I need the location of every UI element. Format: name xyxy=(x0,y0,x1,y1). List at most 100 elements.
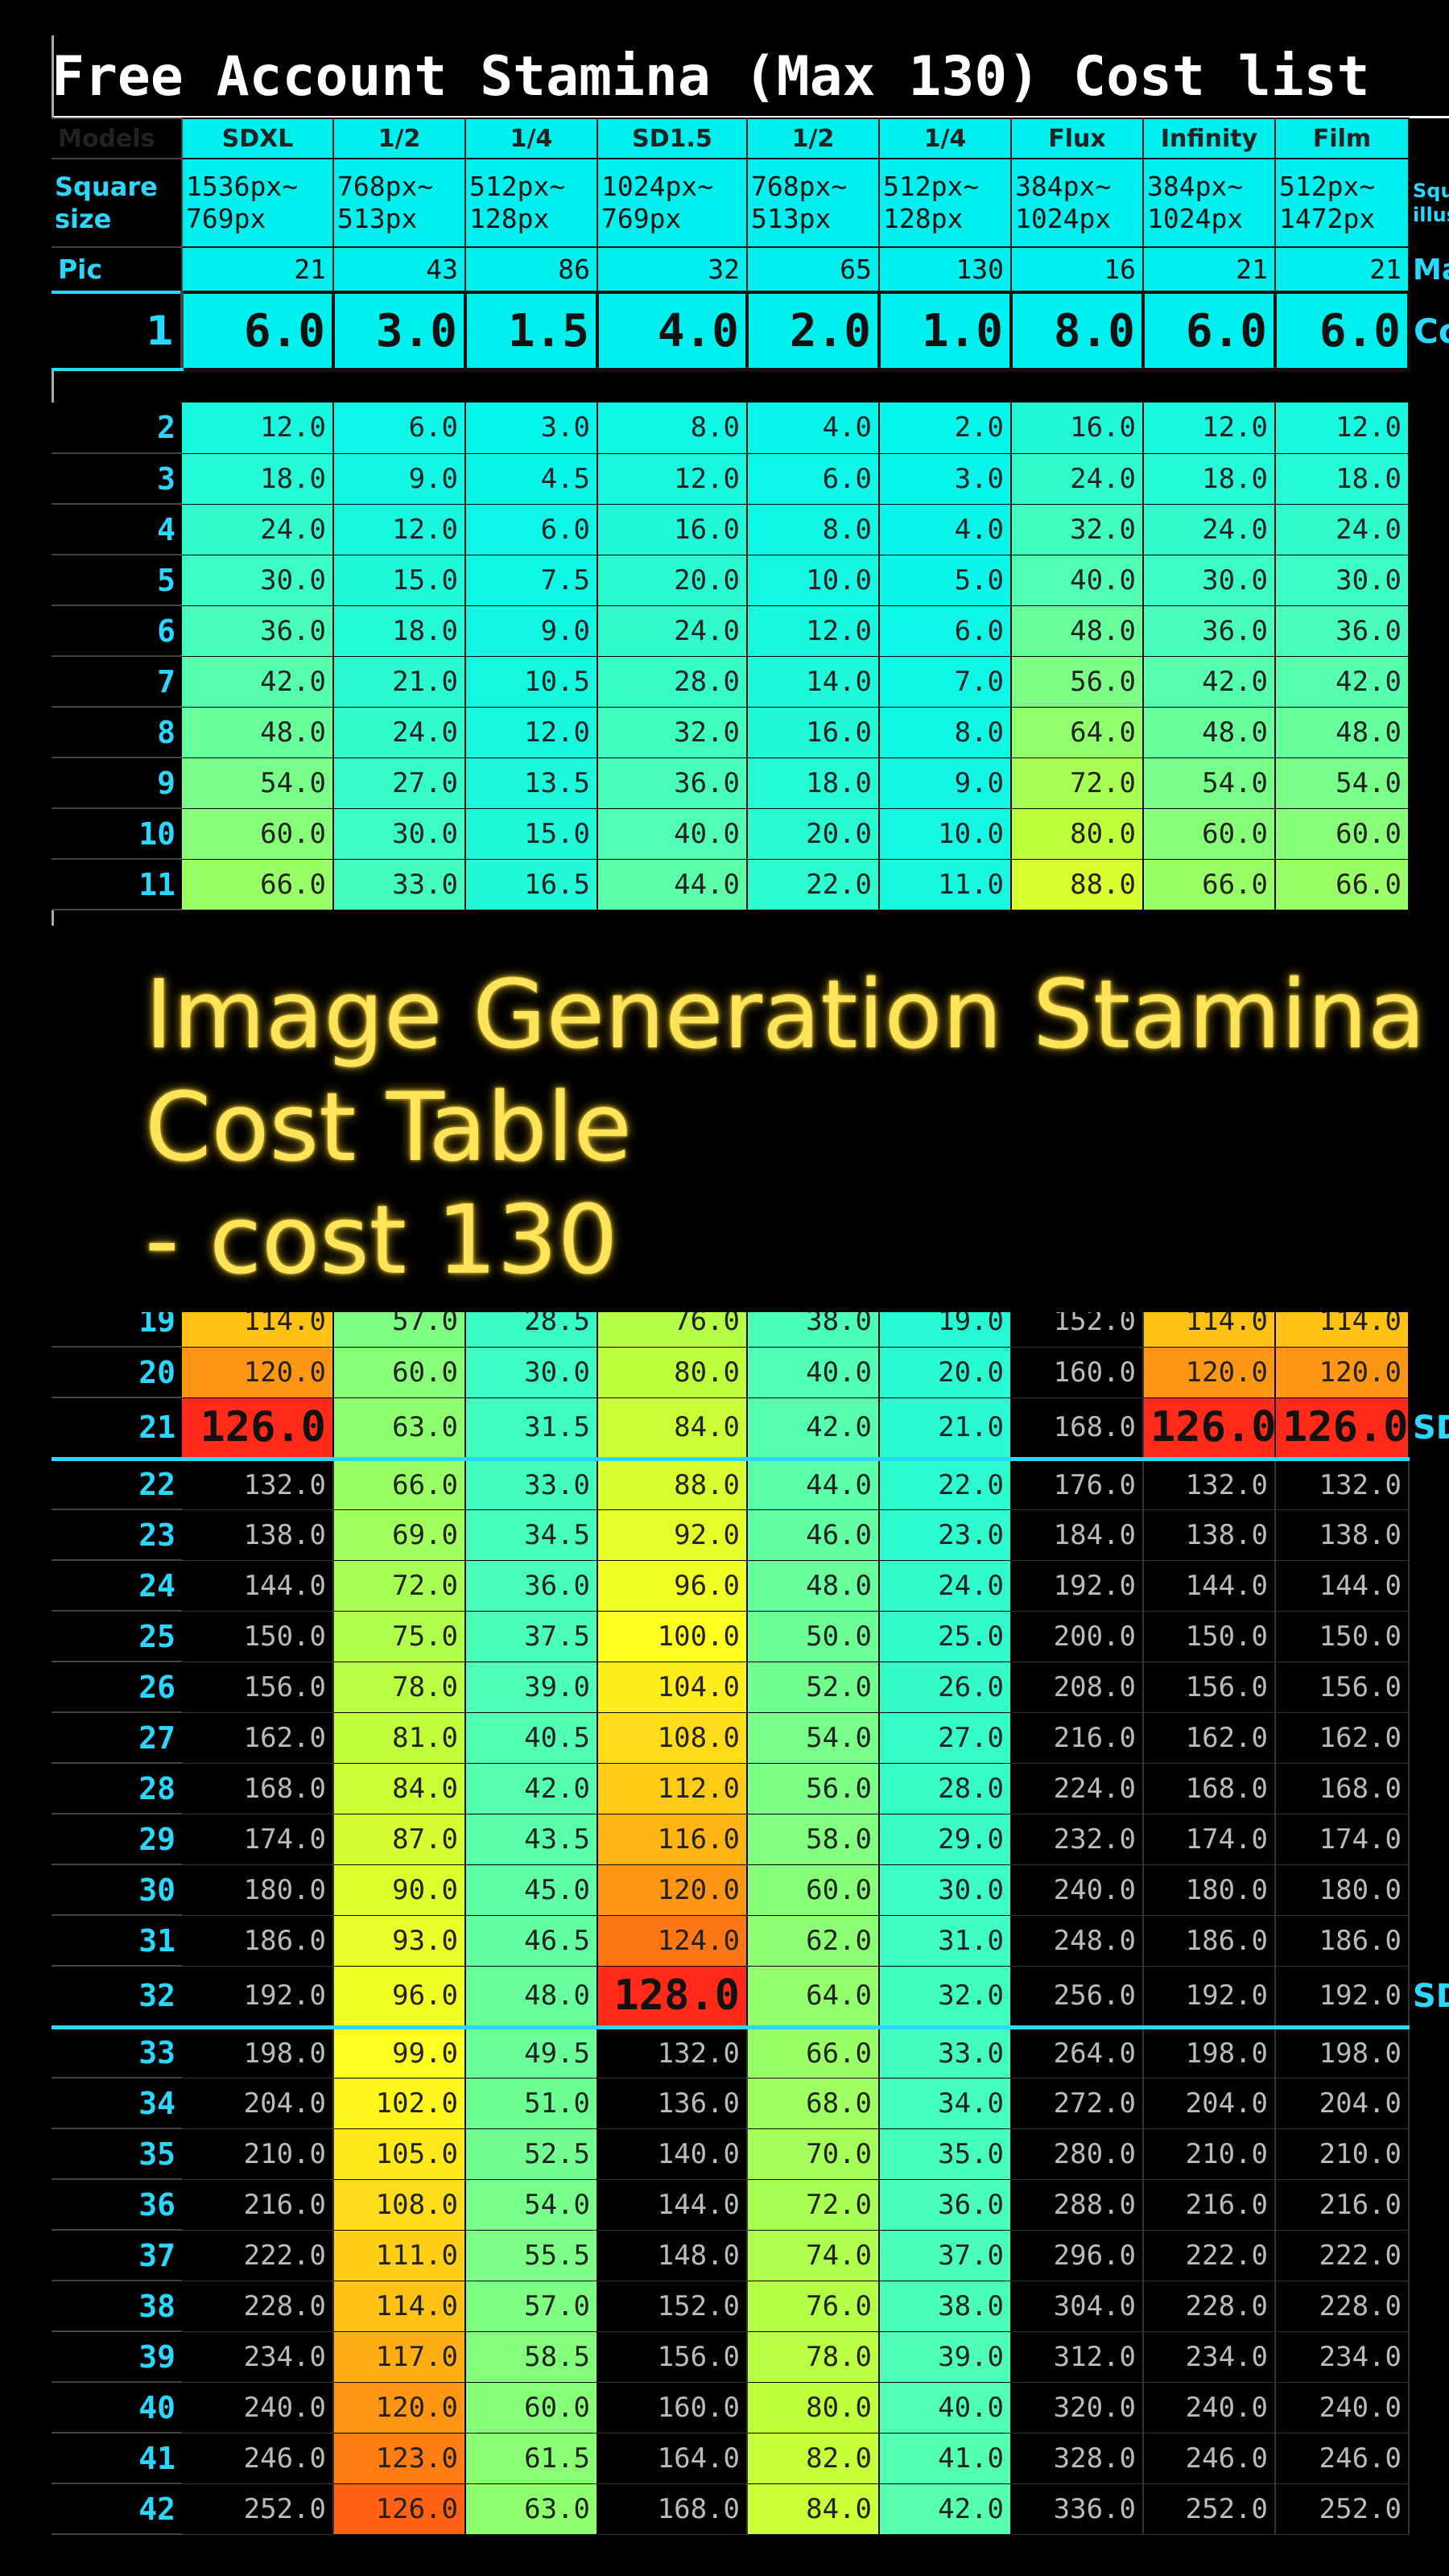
cost-cell-sd1-5: 96.0 xyxy=(597,1560,748,1612)
cost-cell-infinity: 120.0 xyxy=(1143,1347,1276,1398)
cost-cell-sd1-5-1-2: 46.0 xyxy=(747,1509,880,1561)
cost-cell-sd1-5-1-2: 70.0 xyxy=(747,2128,880,2180)
cost-cell-sdxl-1-2: 90.0 xyxy=(333,1864,466,1916)
cost-cell-sd1-5: 36.0 xyxy=(597,758,748,809)
cost-cell-sd1-5: 140.0 xyxy=(597,2128,748,2180)
cost-cell-sdxl: 24.0 xyxy=(182,504,334,555)
row-count-label: 10 xyxy=(52,808,182,860)
row-spacer xyxy=(52,374,54,402)
row-count-label: 36 xyxy=(52,2179,182,2231)
cost-cell-film: 24.0 xyxy=(1275,504,1410,555)
cost-cell-sdxl: 156.0 xyxy=(182,1662,334,1713)
cost-cell-flux: 56.0 xyxy=(1011,656,1144,708)
unit-cost: 2.0 xyxy=(745,291,881,371)
cost-cell-sd1-5: 108.0 xyxy=(597,1712,748,1764)
cost-cell-sd1-5-1-4: 9.0 xyxy=(879,758,1012,809)
cost-cell-sd1-5-1-4: 42.0 xyxy=(879,2483,1012,2535)
cost-cell-sd1-5-1-4: 3.0 xyxy=(879,453,1012,505)
cost-cell-sdxl: 198.0 xyxy=(182,2025,334,2079)
unit-side-cell: Co xyxy=(1409,292,1449,369)
row-count-label: 34 xyxy=(52,2078,182,2129)
table-row: 26 156.0 78.0 39.0 104.0 52.0 26.0 208.0 156.0 15… xyxy=(52,1662,1449,1713)
side-marker xyxy=(1409,2230,1449,2281)
cost-cell-sd1-5-1-4: 38.0 xyxy=(879,2281,1012,2332)
cost-cell-flux: 296.0 xyxy=(1011,2230,1144,2281)
cost-cell-sdxl-1-4: 15.0 xyxy=(465,808,598,860)
model-sdxl: SDXL xyxy=(181,118,334,159)
cost-cell-sd1-5: 84.0 xyxy=(597,1397,748,1459)
cost-cell-sd1-5-1-2: 74.0 xyxy=(747,2230,880,2281)
models-row: Models SDXL 1/2 1/4 SD1.5 1/2 1/4 Flux I… xyxy=(52,118,1449,159)
size-sdxl-quarter: 512px~ 128px xyxy=(464,158,598,248)
cost-cell-infinity: 42.0 xyxy=(1143,656,1276,708)
cost-cell-sd1-5: 112.0 xyxy=(597,1763,748,1814)
table-row: 40 240.0 120.0 60.0 160.0 80.0 40.0 320.0 240.0 2… xyxy=(52,2382,1449,2434)
title-divider xyxy=(52,116,1449,119)
cost-cell-flux: 232.0 xyxy=(1011,1814,1144,1865)
cost-cell-infinity: 66.0 xyxy=(1143,859,1276,910)
cost-cell-sd1-5: 144.0 xyxy=(597,2179,748,2231)
cost-cell-sd1-5-1-2: 80.0 xyxy=(747,2382,880,2434)
cost-cell-sd1-5-1-4: 33.0 xyxy=(879,2025,1012,2079)
size-label: Square size xyxy=(52,158,183,248)
cost-cell-sdxl-1-4: 9.0 xyxy=(465,605,598,657)
cost-cell-sdxl: 252.0 xyxy=(182,2483,334,2535)
pic-count: 86 xyxy=(464,246,598,293)
row-count-label: 11 xyxy=(52,859,182,910)
cost-cell-sdxl-1-2: 93.0 xyxy=(333,1915,466,1967)
pic-count: 130 xyxy=(878,246,1012,293)
cost-cell-sd1-5-1-4: 32.0 xyxy=(879,1966,1012,2028)
cost-cell-sdxl: 222.0 xyxy=(182,2230,334,2281)
cost-cell-flux: 216.0 xyxy=(1011,1712,1144,1764)
cost-cell-sd1-5-1-4: 21.0 xyxy=(879,1397,1012,1459)
cost-cell-infinity: 30.0 xyxy=(1143,555,1276,606)
size-sdxl: 1536px~ 769px xyxy=(181,158,334,248)
cost-cell-sdxl: 144.0 xyxy=(182,1560,334,1612)
row-count-label: 8 xyxy=(52,707,182,758)
cost-cell-sd1-5-1-2: 62.0 xyxy=(747,1915,880,1967)
cost-cell-sdxl-1-2: 105.0 xyxy=(333,2128,466,2180)
cost-cell-sd1-5-1-4: 25.0 xyxy=(879,1611,1012,1662)
model-sdxl-half: 1/2 xyxy=(332,118,466,159)
table-row: 3 18.0 9.0 4.5 12.0 6.0 3.0 24.0 18.0 18.0 xyxy=(52,453,1410,505)
cost-cell-sdxl-1-2: 33.0 xyxy=(333,859,466,910)
cost-cell-flux: 256.0 xyxy=(1011,1966,1144,2028)
cost-cell-film: 246.0 xyxy=(1275,2433,1410,2484)
cost-cell-sdxl: 150.0 xyxy=(182,1611,334,1662)
table-row: 35 210.0 105.0 52.5 140.0 70.0 35.0 280.0 210.0 2… xyxy=(52,2128,1449,2180)
row-count-label: 4 xyxy=(52,504,182,555)
side-marker xyxy=(1409,1915,1449,1966)
cost-cell-sd1-5-1-2: 68.0 xyxy=(747,2078,880,2129)
cost-cell-flux: 264.0 xyxy=(1011,2025,1144,2079)
models-side-cell xyxy=(1409,118,1449,159)
cost-cell-sdxl-1-2: 63.0 xyxy=(333,1397,466,1459)
row-count-label: 24 xyxy=(52,1560,182,1612)
model-infinity: Infinity xyxy=(1142,118,1276,159)
table-row: 21 126.0 63.0 31.5 84.0 42.0 21.0 168.0 126.0 126… xyxy=(52,1397,1449,1459)
cost-cell-film: 30.0 xyxy=(1275,555,1410,606)
cost-cell-film: 180.0 xyxy=(1275,1864,1410,1916)
cost-cell-sdxl-1-2: 123.0 xyxy=(333,2433,466,2484)
cost-cell-sdxl-1-4: 46.5 xyxy=(465,1915,598,1967)
cost-cell-sdxl-1-2: 6.0 xyxy=(333,402,466,454)
cost-cell-sdxl-1-4: 34.5 xyxy=(465,1509,598,1561)
side-marker xyxy=(1409,1712,1449,1763)
table-row: 27 162.0 81.0 40.5 108.0 54.0 27.0 216.0 162.0 16… xyxy=(52,1712,1449,1764)
cost-cell-infinity: 126.0 xyxy=(1143,1397,1276,1459)
table-row: 38 228.0 114.0 57.0 152.0 76.0 38.0 304.0 228.0 2… xyxy=(52,2281,1449,2332)
cost-cell-sdxl-1-4: 48.0 xyxy=(465,1966,598,2028)
cost-cell-sd1-5-1-4: 30.0 xyxy=(879,1864,1012,1916)
pic-count: 65 xyxy=(746,246,880,293)
cost-cell-infinity: 192.0 xyxy=(1143,1966,1276,2028)
cost-cell-flux: 24.0 xyxy=(1011,453,1144,505)
cost-cell-sd1-5-1-4: 11.0 xyxy=(879,859,1012,910)
row-count-label: 30 xyxy=(52,1864,182,1916)
cost-cell-sdxl-1-4: 39.0 xyxy=(465,1662,598,1713)
unit-cost: 1.0 xyxy=(877,291,1013,371)
cost-cell-sd1-5-1-4: 31.0 xyxy=(879,1915,1012,1967)
cost-cell-sd1-5-1-2: 42.0 xyxy=(747,1397,880,1459)
cost-cell-sdxl-1-2: 66.0 xyxy=(333,1456,466,1510)
table-row: 11 66.0 33.0 16.5 44.0 22.0 11.0 88.0 66.0 66.0 xyxy=(52,859,1410,910)
table-row: 2 12.0 6.0 3.0 8.0 4.0 2.0 16.0 12.0 12.0 xyxy=(52,402,1410,454)
cost-cell-infinity: 144.0 xyxy=(1143,1560,1276,1612)
